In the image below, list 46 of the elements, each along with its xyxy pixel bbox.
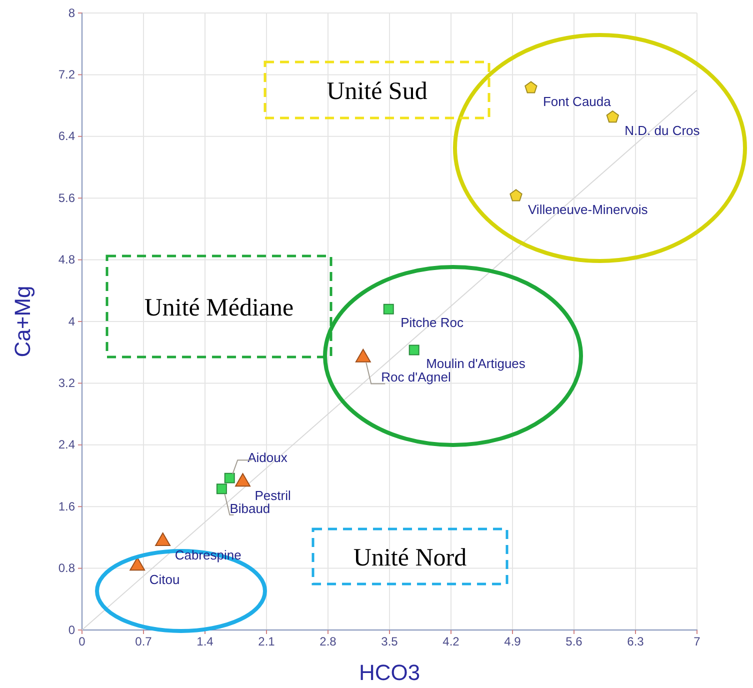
x-tick-label: 0	[78, 634, 86, 649]
point	[130, 557, 146, 571]
y-tick-label: 7.2	[58, 68, 76, 82]
x-tick-label: 6.3	[627, 634, 644, 649]
y-tick-label: 0.8	[58, 561, 76, 576]
annotation: Font Cauda	[542, 94, 612, 109]
y-tick-label: 6.4	[58, 129, 76, 144]
y-tick-label: 3.2	[58, 376, 76, 390]
y-tick-label: 5.6	[58, 190, 76, 205]
annotation: Unité Sud	[326, 78, 428, 105]
point	[524, 81, 538, 94]
x-tick-label: 2.1	[258, 634, 276, 649]
point	[155, 532, 171, 546]
x-axis-title: HCO3	[358, 660, 420, 685]
x-tick-label: 4.9	[504, 634, 522, 649]
x-tick-label: 4.2	[442, 634, 460, 649]
x-tick-label: 5.6	[566, 634, 583, 649]
y-tick-label: 0	[68, 622, 76, 637]
x-tick-label: 2.8	[320, 634, 337, 649]
x-tick-label: 7	[694, 634, 701, 649]
y-tick-label: 4	[68, 314, 76, 328]
y-tick-label: 4.8	[58, 252, 76, 267]
point	[235, 473, 250, 487]
x-tick-label: 1.4	[196, 634, 214, 649]
annotation: Pitche Roc	[400, 315, 464, 330]
annotation: Citou	[149, 572, 180, 587]
x-tick-label: 0.7	[135, 634, 152, 649]
y-tick-label: 1.6	[58, 499, 76, 514]
annotation: Villeneuve-Minervois	[528, 202, 648, 217]
annotation: N.D. du Cros	[624, 123, 700, 138]
y-tick-label: 2.4	[58, 438, 76, 452]
point	[383, 304, 394, 314]
x-tick-label: 3.5	[381, 634, 398, 649]
point	[355, 348, 371, 362]
annotation: Aidoux	[248, 450, 288, 466]
point	[510, 189, 522, 202]
annotation: Pestril	[254, 488, 292, 503]
annotation: Unité Médiane	[144, 294, 294, 322]
point	[408, 344, 420, 356]
y-tick-label: 8	[68, 6, 76, 20]
annotation: Moulin d'Artigues	[426, 356, 526, 372]
annotation: Bibaud	[230, 500, 270, 516]
y-axis-title: Ca+Mg	[10, 286, 35, 358]
annotation: Unité Nord	[353, 544, 468, 572]
point	[606, 110, 619, 123]
annotation: Roc d'Agnel	[381, 370, 451, 385]
